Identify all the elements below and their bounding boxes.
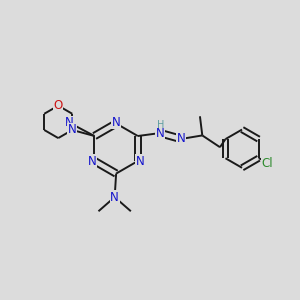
Text: Cl: Cl bbox=[262, 157, 273, 170]
Text: O: O bbox=[54, 99, 63, 112]
Text: N: N bbox=[112, 116, 121, 128]
Text: N: N bbox=[88, 154, 97, 167]
Text: N: N bbox=[68, 124, 76, 136]
Text: N: N bbox=[110, 190, 119, 204]
Text: H: H bbox=[157, 120, 164, 130]
Text: N: N bbox=[177, 133, 185, 146]
Text: N: N bbox=[65, 116, 74, 129]
Text: N: N bbox=[155, 127, 164, 140]
Text: N: N bbox=[136, 154, 145, 167]
